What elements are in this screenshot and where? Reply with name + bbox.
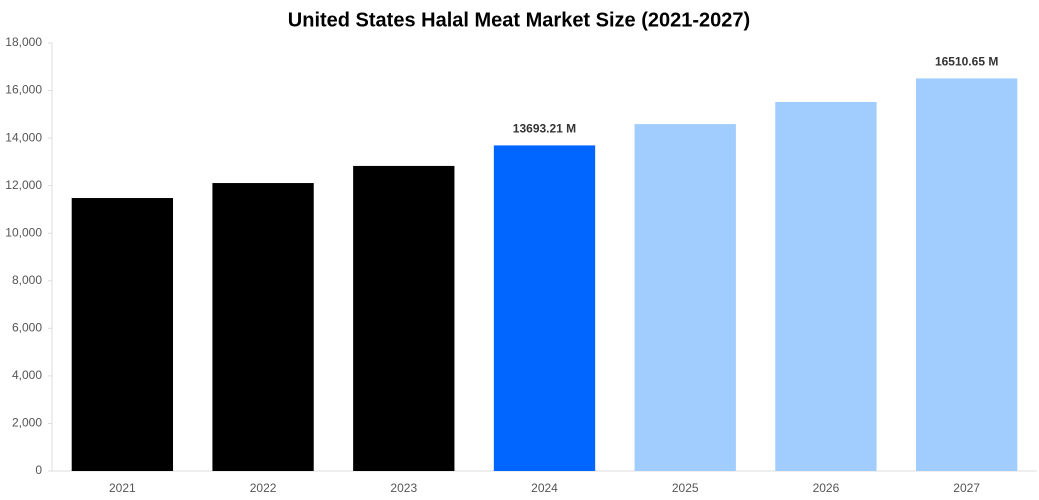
chart-title: United States Halal Meat Market Size (20… bbox=[288, 9, 750, 31]
x-tick-label: 2021 bbox=[109, 481, 136, 495]
y-tick-label: 6,000 bbox=[12, 321, 42, 335]
y-tick-label: 2,000 bbox=[12, 416, 42, 430]
y-tick-label: 8,000 bbox=[12, 273, 42, 287]
bar bbox=[915, 78, 1018, 471]
x-tick-label: 2027 bbox=[953, 481, 980, 495]
bar bbox=[493, 145, 596, 472]
value-label: 16510.65 M bbox=[935, 55, 998, 69]
y-tick-label: 10,000 bbox=[5, 225, 42, 239]
bar bbox=[71, 198, 174, 471]
bar bbox=[212, 183, 314, 471]
x-tick-label: 2024 bbox=[531, 481, 558, 495]
bar bbox=[353, 165, 455, 472]
value-label: 13693.21 M bbox=[513, 122, 576, 136]
x-tick-label: 2023 bbox=[390, 481, 417, 495]
y-tick-label: 16,000 bbox=[5, 83, 42, 97]
bar bbox=[775, 101, 877, 472]
bar bbox=[634, 124, 736, 472]
y-tick-label: 0 bbox=[35, 463, 42, 477]
y-tick-label: 18,000 bbox=[5, 35, 42, 49]
x-tick-label: 2025 bbox=[672, 481, 699, 495]
x-tick-label: 2022 bbox=[250, 481, 277, 495]
y-tick-label: 4,000 bbox=[12, 368, 42, 382]
x-tick-label: 2026 bbox=[813, 481, 840, 495]
y-tick-label: 12,000 bbox=[5, 178, 42, 192]
y-tick-label: 14,000 bbox=[5, 130, 42, 144]
